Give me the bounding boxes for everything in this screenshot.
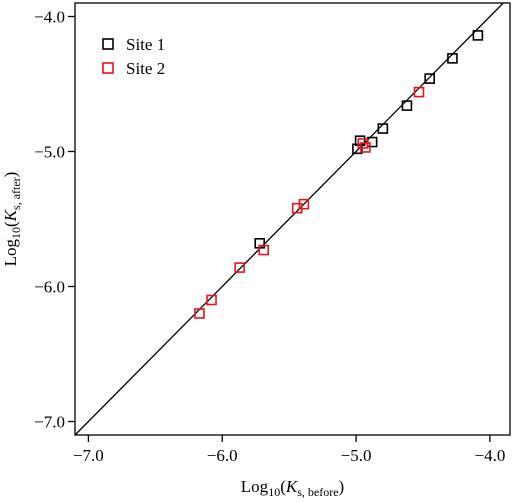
legend-marker-site-2 <box>102 62 114 74</box>
data-point-site-1 <box>401 100 413 111</box>
x-tick-label: −6.0 <box>207 446 238 465</box>
data-point-site-2 <box>206 294 217 306</box>
x-tick-label: −4.0 <box>475 446 506 465</box>
legend: Site 1 Site 2 <box>102 35 165 78</box>
y-tick-label: −7.0 <box>34 413 65 432</box>
data-point-site-1 <box>424 73 435 84</box>
x-tick-label: −7.0 <box>73 446 104 465</box>
y-axis-title: Log10(Ks, after) <box>1 172 23 267</box>
legend-label-site-1: Site 1 <box>126 35 165 54</box>
y-tick-label: −6.0 <box>34 278 65 297</box>
data-point-site-2 <box>413 86 425 98</box>
data-point-site-2 <box>234 262 245 273</box>
legend-marker-site-1 <box>102 38 114 50</box>
data-point-site-1 <box>447 53 458 64</box>
axis-titles: Log10(Ks, before) Log10(Ks, after) <box>1 172 344 499</box>
legend-label-site-2: Site 2 <box>126 59 165 78</box>
plot-area <box>74 2 511 436</box>
x-axis-title: Log10(Ks, before) <box>241 477 344 499</box>
data-point-site-1 <box>354 135 366 146</box>
y-tick-label: −4.0 <box>34 8 65 27</box>
data-point-site-1 <box>472 30 484 41</box>
reference-line-layer <box>74 2 504 436</box>
x-tick-label: −5.0 <box>341 446 372 465</box>
data-point-site-2 <box>360 142 371 153</box>
axes: −7.0 −6.0 −5.0 −4.0 −7.0 −6.0 −5.0 −4.0 <box>34 8 505 466</box>
plot-frame <box>74 2 511 436</box>
y-tick-label: −5.0 <box>34 143 65 162</box>
data-points <box>194 30 484 319</box>
data-point-site-2 <box>194 308 205 319</box>
data-point-site-1 <box>352 143 363 155</box>
data-point-site-1 <box>377 123 389 134</box>
one-to-one-line <box>74 2 504 436</box>
data-point-site-2 <box>298 198 310 210</box>
data-point-site-2 <box>258 244 270 256</box>
